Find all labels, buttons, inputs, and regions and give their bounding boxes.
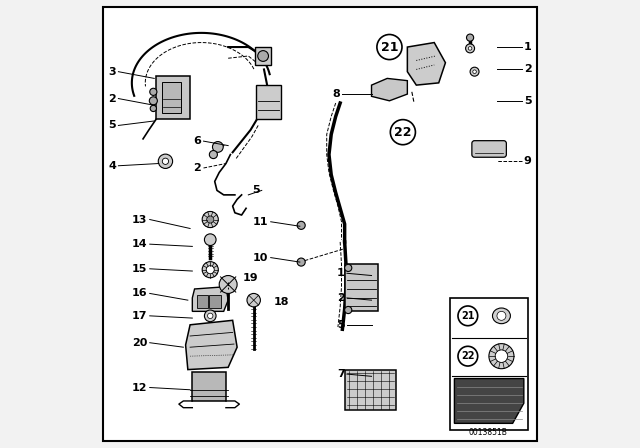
FancyBboxPatch shape	[209, 295, 221, 308]
Text: 3: 3	[109, 67, 116, 77]
Text: 12: 12	[132, 383, 147, 392]
Text: 19: 19	[243, 273, 259, 283]
FancyBboxPatch shape	[344, 264, 378, 311]
Text: 20: 20	[132, 338, 147, 348]
Circle shape	[204, 310, 216, 322]
Text: 5: 5	[252, 185, 260, 195]
Circle shape	[467, 34, 474, 41]
Text: 5: 5	[337, 320, 344, 330]
Text: 2: 2	[193, 163, 201, 173]
Text: 21: 21	[461, 311, 475, 321]
Text: 22: 22	[394, 125, 412, 139]
Polygon shape	[407, 43, 445, 85]
Circle shape	[202, 262, 218, 278]
FancyBboxPatch shape	[344, 370, 396, 410]
Circle shape	[458, 306, 477, 326]
Text: 10: 10	[253, 253, 269, 263]
Text: 8: 8	[332, 89, 340, 99]
Text: 11: 11	[253, 217, 269, 227]
Circle shape	[158, 154, 173, 168]
Circle shape	[458, 346, 477, 366]
Text: 4: 4	[108, 161, 116, 171]
Text: 17: 17	[132, 311, 147, 321]
Circle shape	[163, 158, 168, 164]
Circle shape	[209, 151, 218, 159]
Text: 5: 5	[524, 96, 531, 106]
Circle shape	[149, 97, 157, 105]
Polygon shape	[371, 78, 407, 101]
Circle shape	[497, 311, 506, 320]
Circle shape	[258, 51, 268, 61]
FancyBboxPatch shape	[472, 141, 506, 157]
Polygon shape	[192, 287, 228, 311]
Circle shape	[390, 120, 415, 145]
Polygon shape	[454, 379, 524, 423]
FancyBboxPatch shape	[102, 7, 538, 441]
Circle shape	[344, 306, 352, 314]
Polygon shape	[186, 320, 237, 370]
Circle shape	[150, 88, 157, 95]
Circle shape	[219, 276, 237, 293]
Text: 2: 2	[108, 94, 116, 103]
Circle shape	[247, 293, 260, 307]
Text: 16: 16	[132, 289, 147, 298]
FancyBboxPatch shape	[196, 295, 208, 308]
Text: 18: 18	[274, 297, 290, 307]
Circle shape	[212, 142, 223, 152]
Text: 9: 9	[524, 156, 532, 166]
Circle shape	[206, 266, 214, 274]
Circle shape	[150, 105, 156, 112]
Text: 14: 14	[132, 239, 147, 249]
Circle shape	[470, 67, 479, 76]
FancyBboxPatch shape	[156, 76, 190, 119]
Text: 0013851B: 0013851B	[468, 428, 508, 437]
Circle shape	[344, 264, 352, 271]
Ellipse shape	[493, 308, 510, 323]
Text: 5: 5	[109, 121, 116, 130]
Circle shape	[465, 44, 474, 53]
Circle shape	[204, 234, 216, 246]
Text: 21: 21	[381, 40, 398, 54]
Text: 2: 2	[524, 65, 532, 74]
Text: 2: 2	[337, 293, 344, 303]
Text: 15: 15	[132, 264, 147, 274]
Circle shape	[207, 313, 213, 319]
Circle shape	[473, 70, 476, 73]
Circle shape	[207, 216, 214, 223]
Circle shape	[495, 350, 508, 362]
Circle shape	[489, 344, 514, 369]
Text: 1: 1	[337, 268, 344, 278]
FancyBboxPatch shape	[163, 82, 181, 113]
Circle shape	[377, 34, 402, 60]
Circle shape	[468, 47, 472, 50]
Circle shape	[202, 211, 218, 228]
Text: 13: 13	[132, 215, 147, 224]
Text: 6: 6	[193, 136, 201, 146]
Text: 22: 22	[461, 351, 475, 361]
Circle shape	[297, 221, 305, 229]
FancyBboxPatch shape	[257, 85, 281, 119]
FancyBboxPatch shape	[255, 47, 271, 65]
Text: 1: 1	[524, 42, 532, 52]
Circle shape	[297, 258, 305, 266]
FancyBboxPatch shape	[192, 372, 226, 401]
Text: 7: 7	[337, 369, 344, 379]
FancyBboxPatch shape	[450, 298, 529, 430]
